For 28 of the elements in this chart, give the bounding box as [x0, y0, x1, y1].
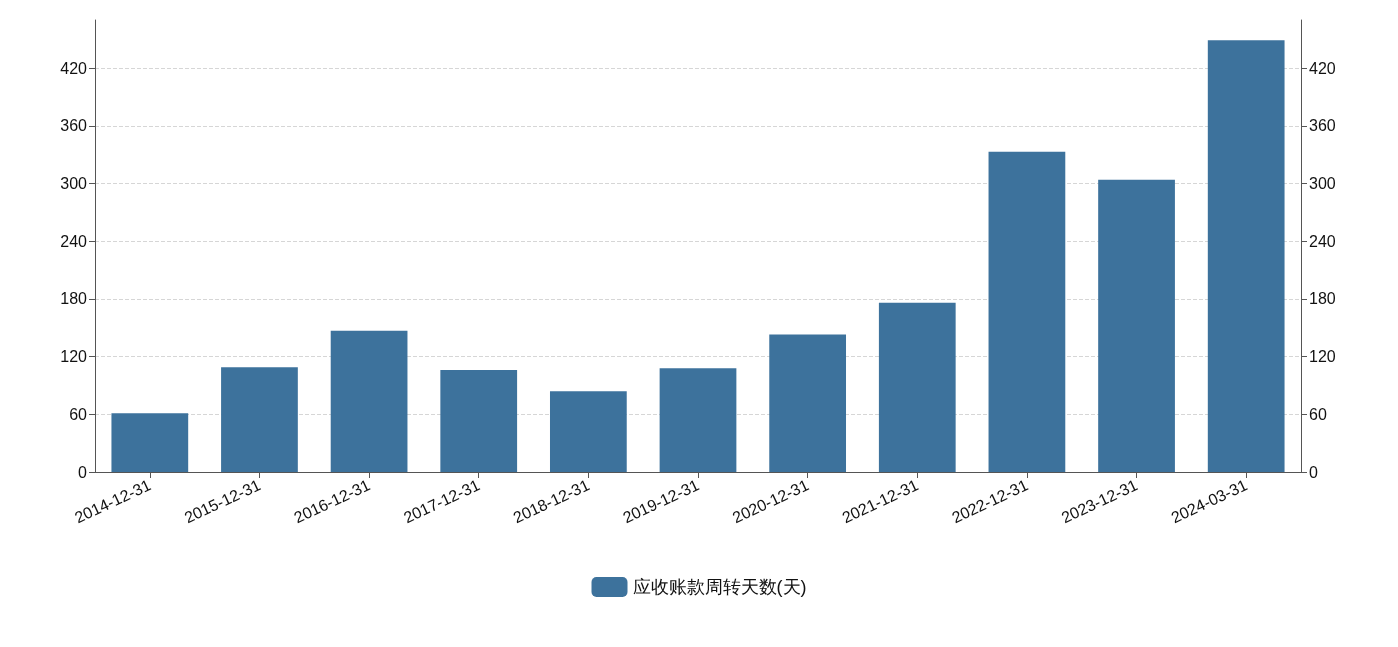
y2-tick-label: 180 — [1309, 290, 1336, 308]
bar — [1098, 179, 1175, 472]
y-tick-label: 60 — [69, 405, 88, 423]
bar — [111, 413, 189, 472]
y2-tick-label: 360 — [1309, 117, 1336, 135]
y-tick-label: 120 — [60, 348, 88, 366]
y-tick-label: 240 — [60, 232, 88, 250]
y2-tick-label: 240 — [1309, 232, 1336, 250]
bar — [988, 151, 1066, 472]
bar — [549, 391, 627, 472]
y2-tick-label: 300 — [1309, 174, 1336, 192]
y2-tick-label: 60 — [1309, 405, 1327, 423]
legend-label: 应收账款周转天数(天) — [632, 577, 807, 597]
bar — [440, 370, 518, 472]
y2-tick-label: 420 — [1309, 59, 1336, 77]
bar — [330, 330, 408, 472]
y2-tick-label: 0 — [1309, 463, 1318, 481]
y-tick-label: 420 — [60, 59, 88, 77]
bar — [659, 368, 737, 472]
y-tick-label: 180 — [60, 290, 88, 308]
y2-tick-label: 120 — [1309, 348, 1336, 366]
bar — [769, 334, 847, 472]
bar — [1207, 40, 1285, 472]
y-tick-label: 0 — [78, 463, 88, 481]
bar — [221, 367, 298, 472]
y-tick-label: 300 — [60, 174, 88, 192]
bar — [878, 302, 956, 472]
y-tick-label: 360 — [60, 117, 88, 135]
